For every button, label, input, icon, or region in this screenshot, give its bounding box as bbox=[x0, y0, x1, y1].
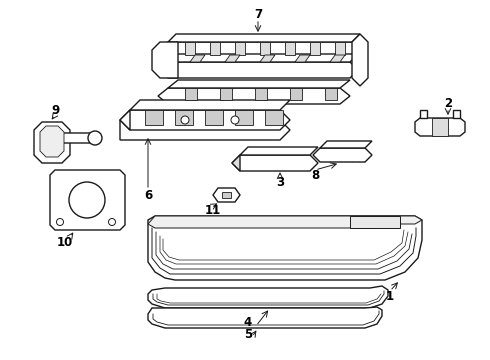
Polygon shape bbox=[148, 286, 388, 308]
Polygon shape bbox=[260, 55, 275, 62]
Polygon shape bbox=[235, 110, 253, 125]
Polygon shape bbox=[350, 216, 400, 228]
Polygon shape bbox=[120, 110, 290, 130]
Polygon shape bbox=[330, 55, 345, 62]
Polygon shape bbox=[190, 55, 205, 62]
Polygon shape bbox=[352, 34, 368, 86]
Polygon shape bbox=[290, 88, 302, 100]
Polygon shape bbox=[160, 42, 360, 58]
Polygon shape bbox=[232, 155, 240, 171]
Polygon shape bbox=[213, 188, 240, 202]
Circle shape bbox=[108, 219, 116, 225]
Polygon shape bbox=[320, 141, 372, 148]
Polygon shape bbox=[57, 133, 95, 143]
Polygon shape bbox=[148, 216, 422, 228]
Circle shape bbox=[181, 116, 189, 124]
Polygon shape bbox=[50, 170, 125, 230]
Polygon shape bbox=[130, 100, 290, 110]
Text: 11: 11 bbox=[205, 203, 221, 216]
Polygon shape bbox=[415, 118, 465, 136]
Polygon shape bbox=[120, 110, 130, 130]
Polygon shape bbox=[175, 110, 193, 125]
Polygon shape bbox=[310, 42, 320, 55]
Polygon shape bbox=[220, 88, 232, 100]
Polygon shape bbox=[225, 55, 240, 62]
Text: 6: 6 bbox=[144, 189, 152, 202]
Text: 5: 5 bbox=[244, 328, 252, 341]
Polygon shape bbox=[205, 110, 223, 125]
Polygon shape bbox=[235, 42, 245, 55]
Polygon shape bbox=[40, 126, 64, 157]
Polygon shape bbox=[265, 110, 283, 125]
Text: 7: 7 bbox=[254, 8, 262, 21]
Text: 9: 9 bbox=[51, 104, 59, 117]
Polygon shape bbox=[34, 122, 70, 163]
Circle shape bbox=[88, 131, 102, 145]
Circle shape bbox=[231, 116, 239, 124]
Polygon shape bbox=[255, 88, 267, 100]
Circle shape bbox=[69, 182, 105, 218]
Polygon shape bbox=[185, 88, 197, 100]
Text: 3: 3 bbox=[276, 176, 284, 189]
Circle shape bbox=[56, 219, 64, 225]
Polygon shape bbox=[222, 192, 231, 198]
Polygon shape bbox=[325, 88, 337, 100]
Polygon shape bbox=[232, 155, 318, 171]
Polygon shape bbox=[453, 110, 460, 118]
Polygon shape bbox=[210, 42, 220, 55]
Polygon shape bbox=[185, 42, 195, 55]
Text: 10: 10 bbox=[57, 235, 73, 248]
Polygon shape bbox=[145, 110, 163, 125]
Polygon shape bbox=[420, 110, 427, 118]
Polygon shape bbox=[120, 120, 290, 140]
Polygon shape bbox=[160, 62, 358, 78]
Text: 4: 4 bbox=[244, 316, 252, 329]
Polygon shape bbox=[260, 42, 270, 55]
Polygon shape bbox=[335, 42, 345, 55]
Polygon shape bbox=[313, 148, 372, 162]
Polygon shape bbox=[148, 307, 382, 328]
Text: 2: 2 bbox=[444, 96, 452, 109]
Polygon shape bbox=[432, 118, 448, 136]
Text: 8: 8 bbox=[311, 168, 319, 181]
Polygon shape bbox=[240, 147, 318, 155]
Polygon shape bbox=[168, 54, 358, 62]
Polygon shape bbox=[285, 42, 295, 55]
Polygon shape bbox=[148, 216, 422, 280]
Polygon shape bbox=[152, 42, 178, 78]
Polygon shape bbox=[168, 34, 360, 42]
Polygon shape bbox=[158, 88, 350, 104]
Text: 1: 1 bbox=[386, 289, 394, 302]
Polygon shape bbox=[295, 55, 310, 62]
Polygon shape bbox=[168, 80, 350, 88]
